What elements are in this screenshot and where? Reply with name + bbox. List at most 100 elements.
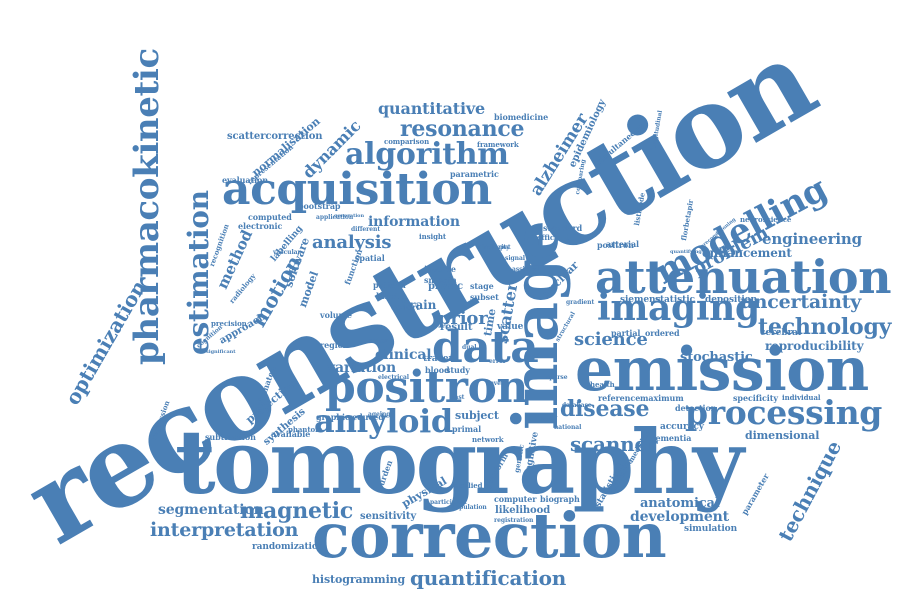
word: dual	[462, 344, 477, 351]
word: quantification	[410, 566, 567, 590]
word: positron	[597, 240, 634, 250]
word: uncertainty	[740, 291, 862, 313]
word: clinical	[375, 347, 432, 363]
word: pharmacokinetic	[127, 48, 167, 365]
word: data	[432, 322, 539, 373]
word: graphic	[316, 412, 350, 422]
word: reproducibility	[765, 339, 864, 353]
word: quantitative	[378, 99, 486, 118]
word: simulation	[684, 524, 738, 534]
word: subset	[470, 292, 499, 302]
word: event	[490, 380, 508, 387]
word: error	[489, 358, 507, 365]
word: correction	[312, 499, 667, 572]
word: biograph	[540, 494, 580, 504]
word: parametric	[450, 169, 499, 179]
word: significant	[206, 349, 236, 355]
word: development	[630, 509, 730, 525]
word: imag	[541, 415, 558, 422]
word: neuroscience	[740, 215, 792, 224]
word: network	[472, 435, 504, 444]
word: enhancement	[702, 246, 792, 260]
word: subject	[455, 409, 499, 422]
word: attenuation	[595, 250, 892, 304]
word: segmentation	[158, 502, 264, 518]
word: subtraction	[205, 432, 256, 442]
word: prior	[438, 308, 488, 329]
word: technique	[773, 436, 847, 546]
word: phantom	[288, 425, 323, 434]
word: signal	[505, 255, 526, 262]
word: smooth	[424, 275, 457, 285]
word: stochastic	[680, 350, 753, 365]
word: acquisition	[222, 164, 492, 215]
word: computer	[494, 494, 537, 504]
word: variation	[327, 360, 397, 376]
word: result	[440, 322, 473, 333]
word: reduced	[348, 412, 384, 422]
word: detection	[675, 403, 717, 413]
word: quantifying	[670, 249, 702, 255]
word: ordered	[645, 328, 680, 338]
word: standard	[543, 223, 583, 233]
word: pet	[500, 244, 511, 251]
word: brain	[401, 298, 437, 312]
word: scattercorrection	[227, 131, 323, 142]
word: interpretation	[150, 519, 299, 541]
word: maximum	[640, 393, 684, 403]
word: efficient	[537, 233, 570, 242]
word: evaluation	[222, 175, 269, 185]
word: algorithm	[345, 137, 509, 172]
word: similarity	[478, 244, 510, 251]
word: blood	[425, 365, 450, 375]
word: amyloid	[314, 402, 453, 440]
word: estimation	[182, 190, 215, 355]
word: bootstrap	[298, 201, 341, 211]
word: database	[562, 402, 592, 409]
word: volume	[320, 310, 352, 320]
word: national	[554, 424, 582, 431]
word: primal	[452, 424, 482, 434]
word: precision	[211, 319, 247, 328]
word: participant	[430, 499, 467, 506]
word: application	[316, 214, 354, 221]
word: randomization	[252, 542, 325, 552]
word: cerebral	[760, 328, 802, 338]
word: magnetic	[240, 498, 354, 524]
word: faster	[366, 336, 389, 345]
word: statistic	[655, 295, 695, 305]
word: disease	[560, 396, 650, 422]
word: individual	[782, 393, 821, 402]
word: available	[271, 429, 311, 439]
word: applied	[454, 481, 483, 490]
word: cohort	[391, 302, 420, 312]
word: siemens	[620, 295, 661, 305]
word: electrical	[378, 374, 409, 381]
word: level	[525, 352, 541, 359]
word: vascular	[273, 249, 301, 256]
word: stage	[470, 281, 494, 291]
word: population	[451, 504, 487, 511]
word: registration	[494, 517, 534, 524]
word: tomography	[175, 410, 744, 514]
word: imaging	[597, 287, 760, 329]
word: assisted	[512, 266, 539, 273]
word: framework	[477, 140, 519, 149]
word: ageing	[368, 411, 391, 418]
word: histogramming	[312, 573, 406, 586]
word: fast	[452, 394, 465, 401]
word: gradient	[566, 299, 595, 306]
word: pattern	[373, 280, 406, 290]
word: computed	[248, 212, 292, 222]
word: study	[446, 365, 470, 375]
word: likelihood	[495, 505, 551, 516]
word: biomedicine	[494, 112, 549, 122]
word: value	[497, 322, 524, 332]
word: different	[351, 226, 381, 233]
word: parameter	[739, 471, 771, 517]
word: inverse	[424, 264, 456, 274]
word: electronic	[238, 221, 283, 231]
word: reference	[598, 393, 641, 403]
word: positron	[325, 362, 528, 413]
